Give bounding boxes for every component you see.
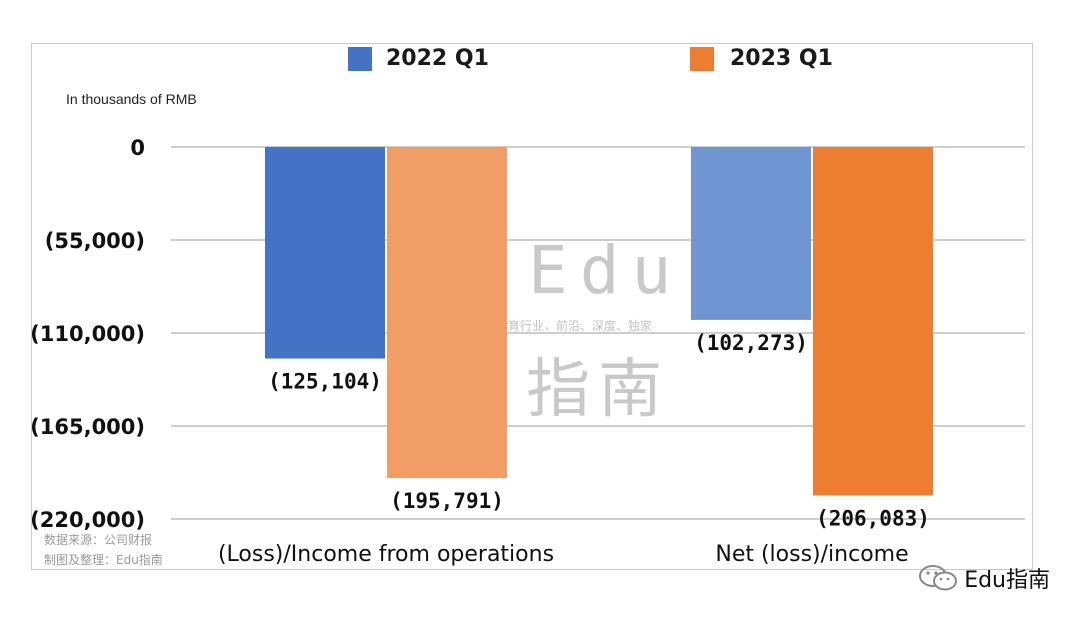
watermark-cjk: 指南 — [526, 353, 670, 427]
watermark-latin: Edu — [528, 232, 684, 309]
legend-label-2023-q1: 2023 Q1 — [730, 46, 833, 71]
legend-swatch-2023-q1 — [690, 47, 714, 71]
bar-data-label: (125,104) — [268, 370, 382, 394]
brand-label: Edu指南 — [964, 568, 1050, 593]
y-tick-label: (110,000) — [30, 322, 145, 346]
y-tick-label: 0 — [130, 136, 145, 160]
legend-label-2022-q1: 2022 Q1 — [386, 46, 489, 71]
bar-data-label: (206,083) — [816, 506, 930, 530]
bar-data-label: (102,273) — [694, 331, 808, 355]
bar-net-2022 — [691, 147, 811, 320]
source-line-2: 制图及整理：Edu指南 — [44, 553, 163, 567]
y-tick-label: (55,000) — [45, 229, 145, 253]
x-category-label: Net (loss)/income — [715, 542, 908, 567]
bar-operations-2023 — [387, 147, 507, 479]
bar-data-label: (195,791) — [390, 489, 504, 513]
bar-operations-2022 — [265, 147, 385, 359]
legend-swatch-2022-q1 — [348, 47, 372, 71]
wechat-icon — [919, 565, 958, 591]
source-line-1: 数据来源：公司财报 — [44, 533, 153, 547]
y-tick-label: (165,000) — [30, 415, 145, 439]
watermark-tagline: 教育行业，前沿、深度、独家 — [496, 319, 653, 333]
y-tick-label: (220,000) — [30, 508, 145, 532]
bar-net-2023 — [813, 147, 933, 496]
brand: Edu指南 — [918, 562, 1050, 594]
x-category-label: (Loss)/Income from operations — [218, 542, 554, 567]
unit-label: In thousands of RMB — [66, 91, 197, 107]
